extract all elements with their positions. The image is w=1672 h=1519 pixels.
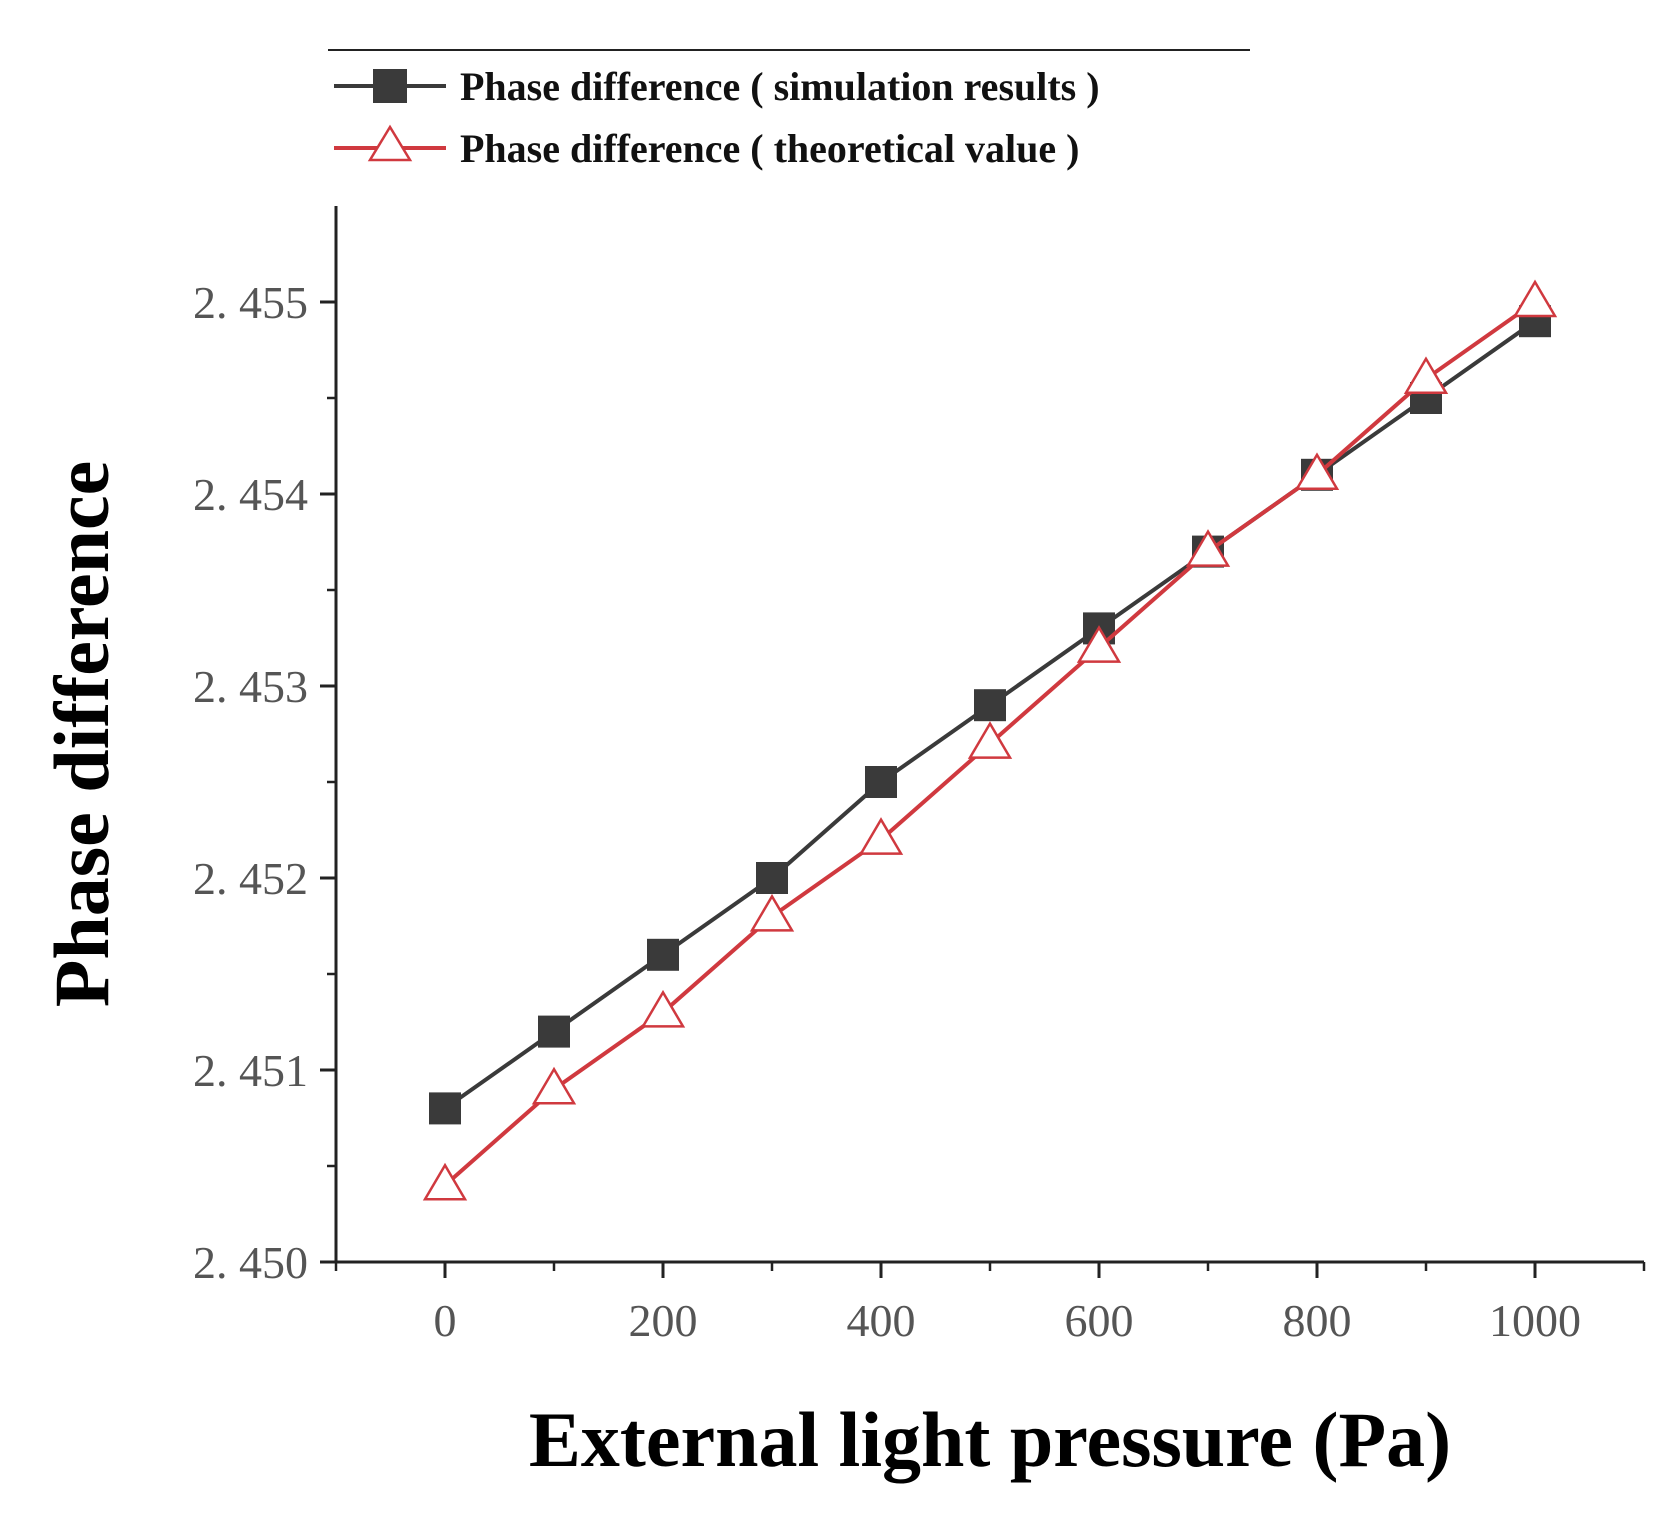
data-point-theoretical: [1512, 279, 1558, 318]
y-tick-label: 2. 455: [193, 277, 308, 328]
data-point-simulation: [429, 1092, 461, 1125]
legend-label-simulation: Phase difference ( simulation results ): [460, 64, 1100, 109]
data-point-theoretical: [1294, 452, 1340, 491]
data-point-theoretical: [640, 989, 686, 1028]
legend-item-theoretical: Phase difference ( theoretical value ): [334, 124, 1079, 171]
data-point-theoretical: [1403, 356, 1449, 395]
x-tick-label: 600: [1065, 1295, 1134, 1346]
y-tick-label: 2. 451: [193, 1045, 308, 1096]
data-point-simulation: [538, 1015, 570, 1048]
legend: Phase difference ( simulation results ) …: [328, 49, 1250, 171]
x-tick-label: 400: [847, 1295, 916, 1346]
y-tick-label: 2. 453: [193, 661, 308, 712]
data-point-theoretical: [967, 721, 1013, 759]
data-point-theoretical: [1185, 529, 1231, 567]
y-axis-title: Phase difference: [38, 461, 125, 1008]
y-tick-label: 2. 452: [193, 853, 308, 904]
legend-label-theoretical: Phase difference ( theoretical value ): [460, 126, 1079, 171]
data-point-simulation: [974, 689, 1006, 722]
series-group: [422, 279, 1558, 1201]
data-point-theoretical: [531, 1066, 577, 1105]
data-point-simulation: [647, 938, 679, 971]
legend-marker-square: [373, 69, 407, 103]
data-point-theoretical: [749, 893, 795, 932]
data-point-theoretical: [858, 817, 904, 855]
x-tick-label: 1000: [1489, 1295, 1581, 1346]
y-tick-label: 2. 454: [193, 469, 308, 520]
x-ticks: 0 200 400 600 800 1000: [334, 1262, 1646, 1346]
x-axis-title: External light pressure (Pa): [529, 1396, 1451, 1483]
y-ticks: 2. 450 2. 451 2. 452 2. 453 2. 454 2. 455: [193, 277, 336, 1288]
x-tick-label: 800: [1283, 1295, 1352, 1346]
data-point-theoretical: [422, 1162, 468, 1201]
y-tick-label: 2. 450: [193, 1237, 308, 1288]
data-point-simulation: [865, 766, 897, 798]
legend-marker-triangle: [367, 124, 413, 162]
x-tick-label: 0: [434, 1295, 457, 1346]
legend-item-simulation: Phase difference ( simulation results ): [334, 64, 1100, 109]
data-point-simulation: [756, 862, 788, 894]
data-point-theoretical: [1076, 625, 1122, 663]
x-tick-label: 200: [629, 1295, 698, 1346]
